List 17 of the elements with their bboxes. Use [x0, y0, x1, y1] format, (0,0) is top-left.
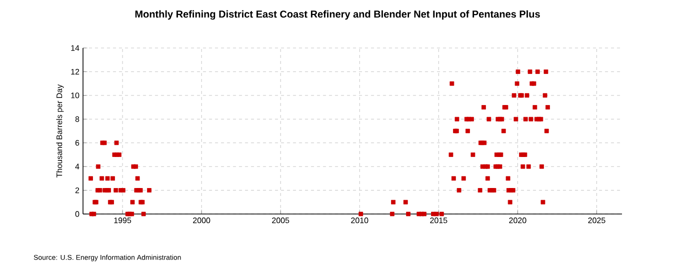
y-tick-label: 2 [75, 187, 80, 194]
y-tick-label: 0 [75, 211, 80, 217]
chart-title: Monthly Refining District East Coast Refinery and Blender Net Input of Pentanes Plus [135, 10, 540, 20]
y-tick-label: 10 [71, 92, 80, 98]
y-tick-label: 12 [71, 68, 80, 74]
x-tick-label: 1995 [114, 218, 132, 224]
x-tick-label: 2000 [193, 218, 210, 224]
y-tick-label: 4 [75, 164, 80, 170]
y-axis-title: Thousand Barrels per Day [56, 84, 64, 178]
y-tick-label: 8 [75, 116, 80, 122]
x-tick-label: 2015 [430, 218, 448, 224]
x-tick-label: 2005 [272, 218, 290, 224]
x-tick-label: 2010 [351, 218, 368, 224]
y-tick-label: 6 [75, 140, 80, 146]
y-tick-label: 14 [71, 45, 80, 51]
x-tick-label: 2020 [509, 218, 526, 224]
x-tick-label: 2025 [588, 218, 606, 224]
